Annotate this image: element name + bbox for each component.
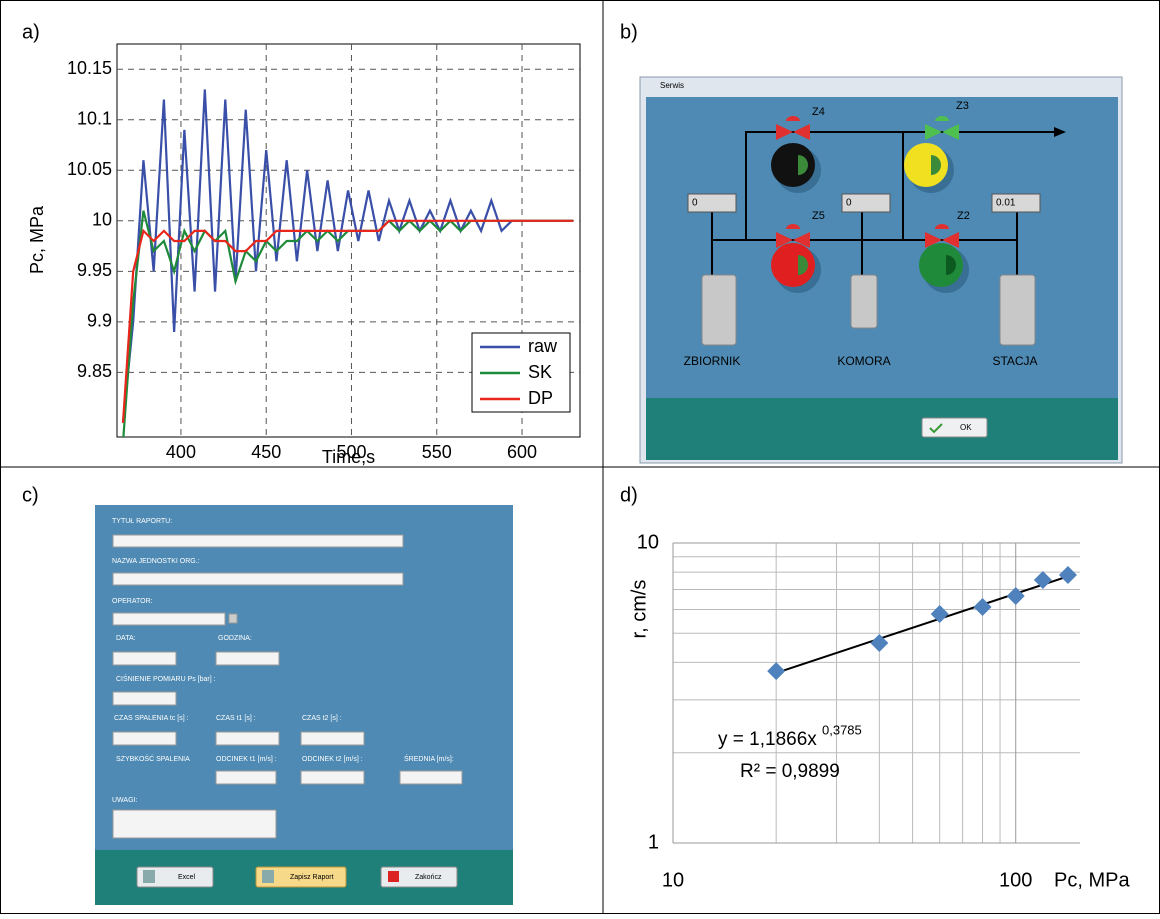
x-axis-label: Time,s	[322, 447, 375, 467]
tank-label: STACJA	[992, 354, 1037, 368]
tank-label: ZBIORNIK	[684, 354, 741, 368]
y-tick-label: 10.15	[67, 58, 112, 78]
field-label: ODCINEK t2 [m/s] :	[302, 756, 363, 763]
y-tick-label: 10.1	[77, 109, 112, 129]
field-label: CIŚNIENIE POMIARU Ps [bar] :	[116, 674, 216, 683]
service-window: Serwis Z4 Z3 Z5 Z2 0 0 0.01	[640, 77, 1122, 463]
field-label: NAZWA JEDNOSTKI ORG.:	[112, 558, 200, 565]
y-tick-label: 10	[637, 531, 659, 553]
x-tick-label: 550	[422, 442, 452, 462]
button-label: Zakończ	[415, 874, 442, 881]
x-tick-label: 400	[166, 442, 196, 462]
y-axis-label: r, cm/s	[628, 580, 650, 639]
x-tick-label: 10	[662, 869, 684, 891]
field-label: TYTUŁ RAPORTU:	[112, 518, 172, 525]
field-label: CZAS SPALENIA tc [s] :	[114, 715, 189, 722]
icon	[262, 870, 274, 883]
valve-label: Z3	[956, 100, 969, 112]
x-axis-label: Pc, MPa	[1054, 869, 1130, 891]
field-label: CZAS t1 [s] :	[216, 715, 256, 722]
window-title: Serwis	[660, 81, 684, 90]
panel-label: b)	[620, 21, 638, 43]
field-label: ODCINEK t1 [m/s] :	[216, 756, 277, 763]
tank-label: KOMORA	[837, 354, 890, 368]
button-label: Zapisz Raport	[290, 874, 334, 881]
trend-exponent: 0,3785	[822, 722, 862, 737]
y-tick-label: 1	[648, 831, 659, 853]
report-form: TYTUŁ RAPORTU: NAZWA JEDNOSTKI ORG.: OPE…	[95, 505, 513, 905]
trend-r-squared: R² = 0,9899	[740, 761, 840, 782]
ok-button[interactable]	[922, 418, 987, 437]
field-label: OPERATOR:	[112, 598, 153, 605]
trend-equation: y = 1,1866x	[718, 729, 817, 750]
field-label: DATA:	[116, 635, 136, 642]
y-tick-label: 9.85	[77, 361, 112, 381]
input-value: 0	[846, 198, 852, 209]
field-label: SZYBKOŚĆ SPALENIA	[116, 754, 190, 763]
y-tick-label: 9.95	[77, 260, 112, 280]
valve-label: Z5	[812, 210, 825, 222]
panel-label: a)	[22, 21, 40, 43]
y-tick-label: 10.05	[67, 159, 112, 179]
legend-label: SK	[528, 362, 552, 382]
field-label: ŚREDNIA [m/s]:	[404, 754, 454, 763]
x-tick-label: 450	[251, 442, 281, 462]
window-body	[646, 97, 1118, 398]
y-tick-label: 10	[92, 210, 112, 230]
button-label: OK	[960, 423, 972, 432]
field-label: CZAS t2 [s] :	[302, 715, 342, 722]
figure: a) b) c) d) Serwis Z4 Z3 Z5 Z2	[0, 0, 1160, 914]
icon	[143, 870, 155, 883]
x-tick-label: 100	[999, 869, 1032, 891]
legend-label: DP	[528, 388, 553, 408]
button-label: Excel	[178, 874, 196, 881]
x-tick-label: 600	[507, 442, 537, 462]
legend-label: raw	[528, 336, 558, 356]
panel-label: d)	[620, 484, 638, 506]
input-value: 0.01	[996, 198, 1016, 209]
valve-label: Z2	[957, 210, 970, 222]
window-footer	[646, 398, 1118, 460]
input-value: 0	[692, 198, 698, 209]
icon	[388, 871, 399, 882]
y-tick-label: 9.9	[87, 311, 112, 331]
field-label: GODZINA:	[218, 635, 252, 642]
y-axis-label: Pc, MPa	[27, 205, 47, 274]
panel-label: c)	[22, 484, 39, 506]
field-label: UWAGI:	[112, 797, 137, 804]
valve-label: Z4	[812, 106, 825, 118]
